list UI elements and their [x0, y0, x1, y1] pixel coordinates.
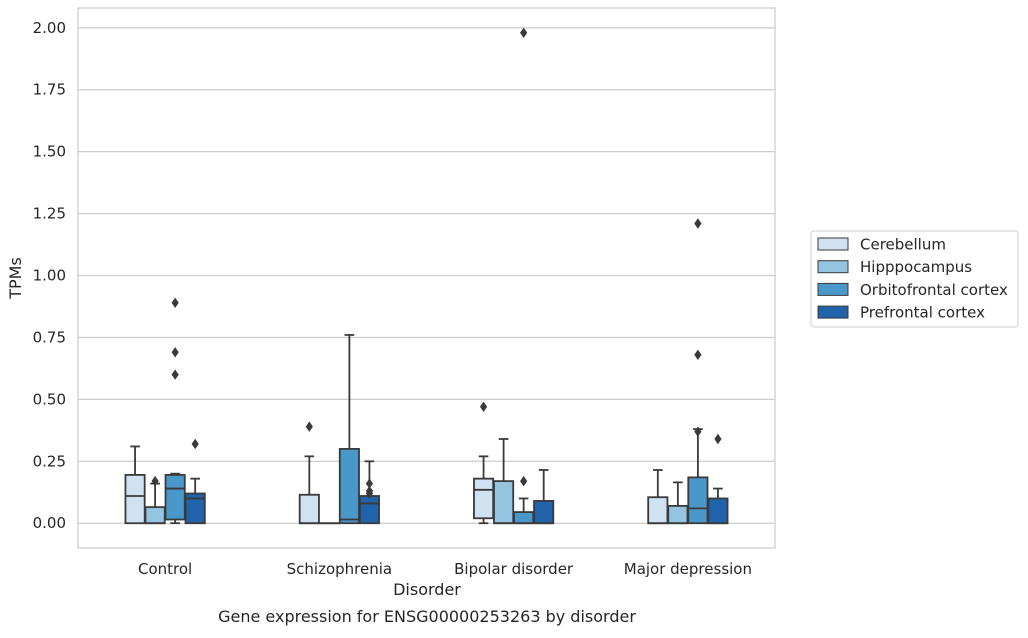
legend-label: Cerebellum [860, 236, 946, 254]
box-1-0 [300, 421, 319, 523]
legend-label: Hipppocampus [860, 258, 972, 276]
x-tick-label: Major depression [624, 560, 752, 578]
legend-swatch [818, 238, 848, 250]
box-body [340, 449, 359, 523]
box-3-3 [708, 434, 727, 523]
y-tick-label: 2.00 [33, 19, 66, 37]
legend-swatch [818, 283, 848, 295]
box-0-2 [166, 298, 185, 524]
box-body [668, 506, 687, 523]
grid-lines [78, 28, 775, 523]
y-tick-label: 0.75 [33, 328, 66, 346]
y-tick-label: 0.00 [33, 514, 66, 532]
y-tick-label: 1.75 [33, 81, 66, 99]
y-tick-labels: 0.00 0.25 0.50 0.75 1.00 1.25 1.50 1.75 2.00 [33, 19, 66, 532]
legend-label: Orbitofrontal cortex [860, 281, 1008, 299]
box-body [300, 495, 319, 523]
legend: Cerebellum Hipppocampus Orbitofrontal cort… [811, 231, 1018, 327]
outlier-point [172, 298, 179, 308]
outlier-point [714, 434, 721, 444]
box-body [145, 507, 164, 523]
outlier-point [172, 369, 179, 379]
y-tick-label: 1.00 [33, 267, 66, 285]
x-tick-label: Control [138, 560, 192, 578]
outlier-point [520, 476, 527, 486]
outlier-point [694, 218, 701, 228]
chart-caption: Gene expression for ENSG00000253263 by d… [218, 607, 636, 626]
box-2-3 [534, 470, 553, 523]
y-tick-label: 0.50 [33, 390, 66, 408]
box-body [534, 501, 553, 523]
plot-frame [78, 8, 775, 548]
box-body [514, 512, 533, 523]
legend-label: Prefrontal cortex [860, 304, 985, 322]
outlier-point [694, 426, 701, 436]
x-tick-labels: Control Schizophrenia Bipolar disorder Majo… [138, 560, 752, 578]
y-tick-label: 1.25 [33, 205, 66, 223]
box-0-0 [125, 446, 144, 523]
box-2-1 [494, 439, 513, 523]
box-2-0 [474, 402, 493, 524]
y-tick-label: 0.25 [33, 452, 66, 470]
outlier-point [172, 347, 179, 357]
box-body [474, 479, 493, 519]
outlier-point [306, 421, 313, 431]
x-axis-label: Disorder [393, 580, 461, 599]
box-body [688, 477, 707, 523]
outlier-point [480, 402, 487, 412]
box-body [125, 475, 144, 523]
box-3-2 [688, 218, 707, 523]
x-tick-label: Bipolar disorder [454, 560, 574, 578]
outlier-point [520, 28, 527, 38]
outlier-point [192, 439, 199, 449]
outlier-point [694, 350, 701, 360]
box-1-3 [360, 461, 379, 523]
box-body [708, 498, 727, 523]
y-tick-label: 1.50 [33, 143, 66, 161]
box-1-2 [340, 335, 359, 523]
box-body [494, 481, 513, 523]
box-0-3 [186, 439, 205, 523]
box-3-0 [648, 470, 667, 523]
outlier-point [366, 478, 373, 488]
outlier-point [152, 476, 159, 486]
legend-swatch [818, 306, 848, 318]
box-body [166, 475, 185, 520]
box-3-1 [668, 482, 687, 523]
box-body [648, 497, 667, 523]
legend-swatch [818, 261, 848, 273]
box-body [360, 496, 379, 523]
x-tick-label: Schizophrenia [287, 560, 392, 578]
box-0-1 [145, 476, 164, 523]
y-axis-label: TPMs [6, 257, 25, 300]
